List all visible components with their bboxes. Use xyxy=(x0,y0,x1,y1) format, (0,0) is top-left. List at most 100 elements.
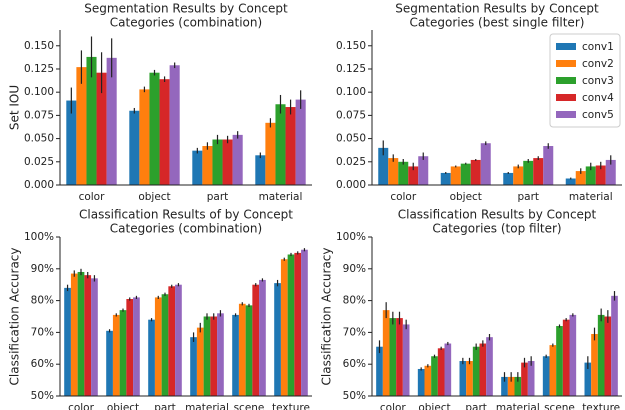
y-tick-label: 0.075 xyxy=(24,109,54,121)
bar xyxy=(238,303,246,396)
x-tick-label: color xyxy=(68,402,95,410)
y-axis-label: Classification Accuracy xyxy=(8,248,22,386)
legend-label: conv5 xyxy=(582,109,614,121)
bar xyxy=(212,139,223,185)
legend-label: conv3 xyxy=(582,75,614,87)
bar xyxy=(388,158,399,185)
bar xyxy=(611,295,618,396)
bar xyxy=(129,110,140,185)
legend-label: conv2 xyxy=(582,58,614,70)
bar xyxy=(96,72,107,185)
y-axis-label: Set IOU xyxy=(8,85,22,130)
legend-label: conv1 xyxy=(582,41,614,53)
bar xyxy=(408,166,419,185)
bar xyxy=(382,310,390,396)
bar xyxy=(389,318,397,396)
bar xyxy=(513,166,524,185)
bar xyxy=(523,160,534,185)
bar xyxy=(503,172,514,185)
bar xyxy=(112,314,120,396)
x-tick-label: part xyxy=(517,191,539,203)
y-tick-label: 0.125 xyxy=(336,63,366,75)
bar xyxy=(202,146,213,185)
x-tick-label: object xyxy=(107,402,139,410)
bar xyxy=(376,346,383,396)
x-tick-label: scene xyxy=(544,402,575,410)
bar xyxy=(542,356,550,396)
bar xyxy=(605,159,616,185)
bar xyxy=(294,252,302,396)
x-tick-label: texture xyxy=(272,402,310,410)
bar xyxy=(569,314,577,396)
bar xyxy=(259,279,266,396)
bar xyxy=(255,155,266,185)
chart-title: Categories (top filter) xyxy=(432,222,561,236)
bar xyxy=(591,333,598,396)
bar xyxy=(203,316,211,396)
y-tick-label: 50% xyxy=(343,390,366,402)
bar xyxy=(159,79,170,185)
legend-swatch xyxy=(556,43,576,50)
bar xyxy=(378,147,389,185)
bar xyxy=(222,139,233,185)
bar xyxy=(77,271,85,396)
x-tick-label: color xyxy=(380,402,407,410)
legend-box xyxy=(549,33,621,128)
bar xyxy=(168,286,176,396)
bar xyxy=(466,361,473,396)
bar xyxy=(154,297,162,396)
bar xyxy=(295,99,306,185)
x-tick-label: material xyxy=(259,191,303,203)
bar xyxy=(396,318,403,396)
legend-swatch xyxy=(556,94,576,101)
bar xyxy=(285,107,296,185)
bar xyxy=(398,161,409,185)
y-tick-label: 50% xyxy=(31,390,54,402)
legend-swatch xyxy=(556,77,576,84)
subplot: Classification Results by ConceptCategor… xyxy=(320,208,622,410)
bar xyxy=(417,368,425,396)
bar xyxy=(431,356,438,396)
bar xyxy=(301,249,308,396)
subplot: Classification Results of by ConceptCate… xyxy=(8,208,312,410)
bar xyxy=(470,159,481,185)
legend-swatch xyxy=(556,111,576,118)
bar xyxy=(91,278,98,396)
bar xyxy=(562,319,570,396)
bar xyxy=(210,316,218,396)
x-tick-label: texture xyxy=(582,402,620,410)
y-tick-label: 0.050 xyxy=(336,133,366,145)
y-tick-label: 0.000 xyxy=(24,179,54,191)
bar xyxy=(402,324,410,396)
bar xyxy=(106,330,113,396)
bar xyxy=(66,100,77,185)
x-tick-label: material xyxy=(496,402,540,410)
bar xyxy=(507,376,515,396)
bar xyxy=(604,316,612,396)
chart-title: Segmentation Results by Concept xyxy=(395,2,599,16)
bar xyxy=(196,327,204,396)
y-tick-label: 100% xyxy=(24,231,54,243)
bar xyxy=(265,122,276,185)
y-tick-label: 0.075 xyxy=(336,109,366,121)
x-tick-label: object xyxy=(418,402,450,410)
bar xyxy=(595,165,606,185)
bar xyxy=(280,259,288,396)
bar xyxy=(275,104,286,185)
bar xyxy=(479,343,487,396)
bar xyxy=(486,337,493,396)
x-tick-label: color xyxy=(79,191,106,203)
chart-title: Categories (combination) xyxy=(110,16,262,30)
bar xyxy=(84,275,92,396)
y-tick-label: 0.150 xyxy=(24,40,54,52)
bar xyxy=(450,166,461,185)
bar xyxy=(169,65,180,185)
y-tick-label: 90% xyxy=(343,263,366,275)
y-tick-label: 0.150 xyxy=(336,40,366,52)
bar xyxy=(192,150,203,185)
bar xyxy=(217,313,224,396)
x-tick-label: material xyxy=(569,191,613,203)
x-tick-label: material xyxy=(185,402,229,410)
y-tick-label: 0.100 xyxy=(24,86,54,98)
